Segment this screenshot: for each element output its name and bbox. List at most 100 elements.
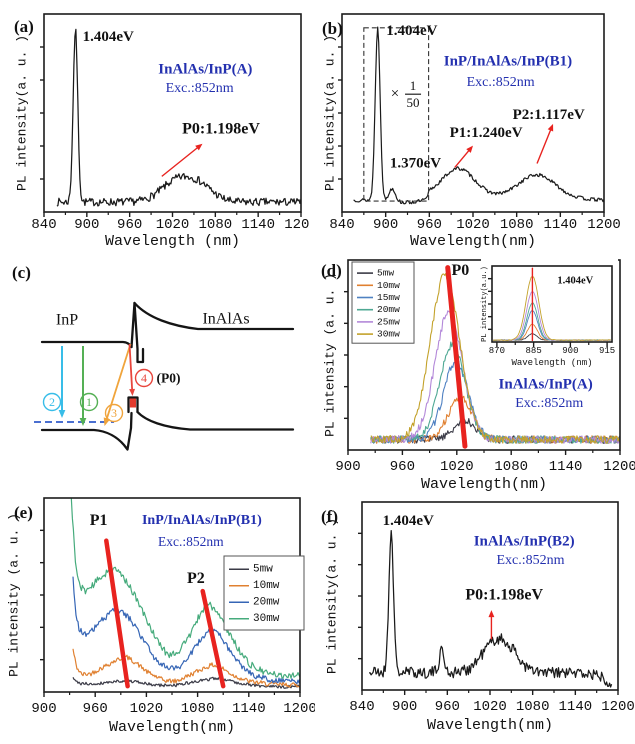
series-5mw xyxy=(72,676,300,689)
interface-spike-and-electron-well xyxy=(130,301,145,364)
panel-letter-c: (c) xyxy=(12,263,31,282)
arrow-head xyxy=(466,145,473,153)
annotation-inalas-inp-a-: InAlAs/InP(A) xyxy=(499,376,593,392)
x-tick-label: 1140 xyxy=(559,699,593,715)
x-tick-label: 1140 xyxy=(544,217,578,233)
panel-a-chart: 840 900 960 1020 1080 1140 1200 Wavelength (nm)… xyxy=(14,13,310,250)
scale-numerator: 1 xyxy=(410,78,417,93)
x-tick-label: 1200 xyxy=(283,701,315,717)
x-tick-label: 960 xyxy=(435,699,460,715)
annotation-1-404ev: 1.404eV xyxy=(557,276,593,287)
inset-background xyxy=(481,256,618,370)
x-tick-label: 840 xyxy=(31,217,56,233)
x-axis-label: Wavelength (nm) xyxy=(105,233,240,250)
transition-number-4: 4 xyxy=(141,371,147,385)
x-tick-label: 840 xyxy=(329,217,354,233)
x-tick-label: 1140 xyxy=(241,217,275,233)
x-axis-label: Wavelength (nm) xyxy=(511,358,592,368)
x-tick-label: 960 xyxy=(390,459,415,475)
x-tick-label: 870 xyxy=(489,346,505,356)
annotation-p0: P0 xyxy=(452,262,470,279)
annotation-exc-852nm: Exc.:852nm xyxy=(497,553,565,568)
x-tick-label: 915 xyxy=(599,346,615,356)
x-tick-label: 1020 xyxy=(156,217,190,233)
legend-label-15mw: 15mw xyxy=(377,292,400,303)
legend-label-20mw: 20mw xyxy=(253,596,280,608)
y-axis-label: PL intensity(a. u. ) xyxy=(325,518,340,674)
plot-area xyxy=(368,529,613,688)
arrow-head xyxy=(129,388,136,396)
annotation-1-370ev: 1.370eV xyxy=(390,155,441,171)
legend-label-5mw: 5mw xyxy=(377,268,394,279)
y-axis-label: PL intensity (a. u. ) xyxy=(7,513,22,677)
panel-d-chart: 900 960 1020 1080 1140 1200 Wavelength(nm) PL i… xyxy=(321,256,635,493)
annotation-1-404ev: 1.404eV xyxy=(383,513,434,529)
x-axis-label: Wavelength(nm) xyxy=(109,719,235,736)
x-tick-label: 1200 xyxy=(603,459,635,475)
arrow-line xyxy=(104,343,132,423)
red-guide-line xyxy=(200,588,226,689)
x-axis-label: Wavelength(nm) xyxy=(421,476,547,493)
x-tick-label: 900 xyxy=(392,699,417,715)
x-tick-label: 1080 xyxy=(199,217,233,233)
series-PL xyxy=(368,529,613,688)
red-guide-line xyxy=(445,265,468,449)
annotation-p1-1-240ev: P1:1.240eV xyxy=(450,125,523,141)
annotation-inp-inalas-inp-b1-: InP/InAlAs/InP(B1) xyxy=(142,513,262,528)
annotation-p0-1-198ev: P0:1.198eV xyxy=(182,120,260,137)
scale-times-sign: × xyxy=(391,86,399,102)
scale-denominator: 50 xyxy=(407,95,420,110)
annotation-p0-1-198ev: P0:1.198eV xyxy=(465,587,543,604)
x-tick-label: 1200 xyxy=(587,217,621,233)
x-tick-label: 1080 xyxy=(500,217,534,233)
x-tick-label: 1140 xyxy=(232,701,266,717)
x-tick-label: 900 xyxy=(335,459,360,475)
x-tick-label: 1020 xyxy=(440,459,474,475)
y-axis-label: PL intensity(a. u. ) xyxy=(15,35,30,191)
x-tick-label: 1080 xyxy=(494,459,528,475)
arrow-line xyxy=(128,343,134,393)
annotation-1-404ev: 1.404eV xyxy=(386,23,437,39)
inp-conduction-band xyxy=(40,340,133,349)
series-20mw xyxy=(72,576,300,685)
legend-label-20mw: 20mw xyxy=(377,304,400,315)
x-tick-label: 1140 xyxy=(549,459,583,475)
series-10mw xyxy=(72,648,300,688)
arrow-head xyxy=(58,410,66,418)
panel-b-chart: 840 900 960 1020 1080 1140 1200 Wavelength(nm) P… xyxy=(322,13,621,250)
panel-letter-b: (b) xyxy=(322,19,343,38)
plot-area xyxy=(56,28,301,207)
y-axis-label: PL intensity (a. u. ) xyxy=(323,273,338,437)
plot-area xyxy=(492,267,612,342)
red-guide-line xyxy=(104,538,130,689)
x-tick-label: 900 xyxy=(562,346,578,356)
material-label-inalas: InAlAs xyxy=(202,311,249,328)
annotation-exc-852nm: Exc.:852nm xyxy=(158,534,224,549)
legend-box xyxy=(351,261,415,344)
annotation-p2-1-117ev: P2:1.117eV xyxy=(513,107,585,123)
x-tick-label: 960 xyxy=(417,217,442,233)
arrow-head xyxy=(547,123,554,132)
transition-number-1: 1 xyxy=(86,395,92,409)
legend-label-10mw: 10mw xyxy=(253,580,280,592)
transition-circle-2 xyxy=(42,392,62,412)
annotation-inalas-inp-b2-: InAlAs/InP(B2) xyxy=(474,533,575,549)
y-axis-label: PL intensity(a. u. ) xyxy=(323,35,338,191)
dashed-region-box xyxy=(363,27,430,202)
x-tick-label: 840 xyxy=(349,699,374,715)
arrow-head xyxy=(488,610,495,618)
legend-label-30mw: 30mw xyxy=(377,329,400,340)
x-tick-label: 900 xyxy=(74,217,99,233)
legend-box xyxy=(223,555,305,631)
annotation-p1: P1 xyxy=(90,512,108,529)
x-tick-label: 1080 xyxy=(181,701,215,717)
x-tick-label: 1200 xyxy=(601,699,635,715)
plot-area xyxy=(70,498,300,689)
x-tick-label: 1080 xyxy=(516,699,550,715)
x-tick-label: 1020 xyxy=(456,217,490,233)
arrow-line xyxy=(536,126,553,164)
legend-label-5mw: 5mw xyxy=(253,563,273,575)
annotation-exc-852nm: Exc.:852nm xyxy=(467,75,535,90)
arrow-head xyxy=(195,143,203,151)
annotation-inp-inalas-inp-b1-: InP/InAlAs/InP(B1) xyxy=(444,54,572,70)
